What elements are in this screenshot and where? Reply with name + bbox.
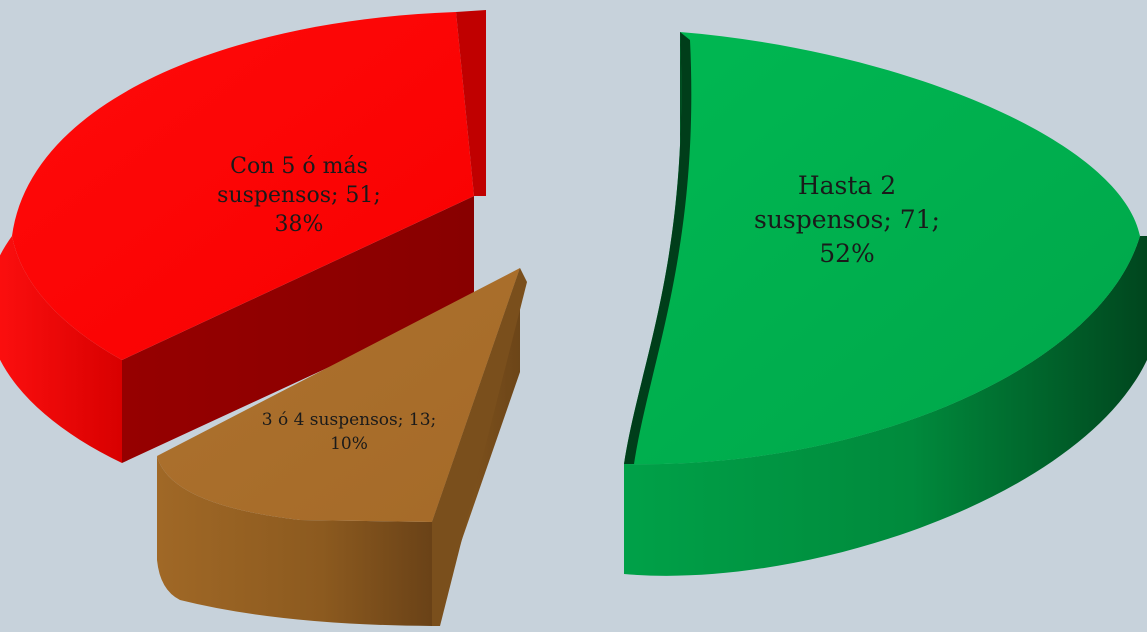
pie-slice-brown <box>157 268 527 626</box>
data-labels: Hasta 2 suspensos; 71; 52% 3 ó 4 suspensos;… <box>217 154 940 454</box>
slice-label-line: suspensos; 71; <box>754 205 940 234</box>
pie-slice-red <box>0 10 486 463</box>
slice-label-line: 38% <box>275 212 324 237</box>
slice-label-line: Con 5 ó más <box>230 154 368 179</box>
slice-green-cut <box>624 32 692 464</box>
slice-green-side-front <box>624 236 1147 576</box>
slice-label-line: 3 ó 4 suspensos; 13; <box>262 410 437 430</box>
slice-brown-side <box>157 456 432 626</box>
slice-red-side <box>0 236 122 463</box>
slice-label-line: Hasta 2 <box>798 171 896 200</box>
slice-label-line: suspensos; 51; <box>217 183 381 208</box>
slice-brown-right-face <box>432 268 527 626</box>
slice-red-back-edge <box>456 10 486 196</box>
slice-green-top <box>624 32 1140 465</box>
slice-label-line: 10% <box>330 434 368 454</box>
slice-label-green: Hasta 2 suspensos; 71; 52% <box>754 171 940 268</box>
slice-red-inner-face <box>122 196 474 463</box>
slice-brown-top <box>157 268 520 522</box>
slice-red-top <box>12 12 474 360</box>
pie-slice-green <box>624 32 1147 576</box>
slice-label-red: Con 5 ó más suspensos; 51; 38% <box>217 154 381 237</box>
slice-label-brown: 3 ó 4 suspensos; 13; 10% <box>262 410 437 454</box>
slice-label-line: 52% <box>819 239 875 268</box>
